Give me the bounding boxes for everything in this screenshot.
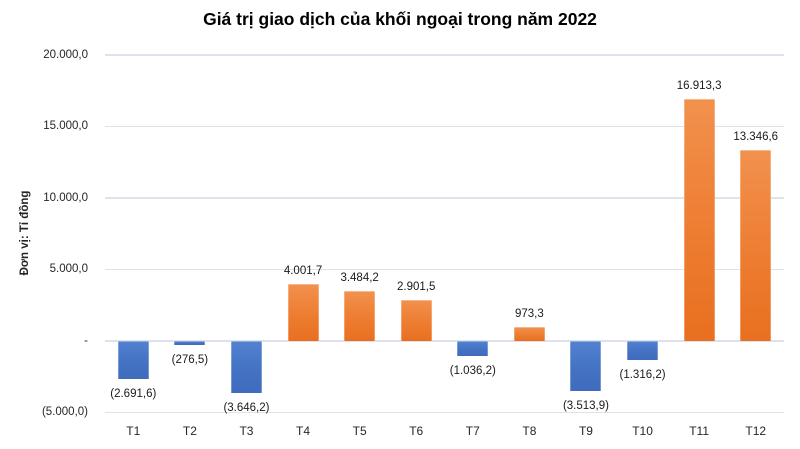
bar-T3 <box>230 341 262 394</box>
bar-T2 <box>174 341 206 345</box>
y-tick-label: 20.000,0 <box>43 48 88 61</box>
gridline <box>105 197 784 199</box>
x-tick-label: T5 <box>352 424 367 438</box>
x-tick-label: T9 <box>578 424 593 438</box>
x-tick-label: T8 <box>522 424 537 438</box>
y-tick-label: 10.000,0 <box>43 191 88 204</box>
bar-value-label: (276,5) <box>171 353 209 366</box>
bar-value-label: (1.036,2) <box>449 364 496 377</box>
bar-T10 <box>627 341 659 360</box>
gridline <box>105 411 784 414</box>
bar-value-label: 4.001,7 <box>283 264 323 277</box>
bar-value-label: (3.513,9) <box>562 400 609 413</box>
x-tick-label: T6 <box>409 424 424 438</box>
x-tick-label: T7 <box>465 424 480 438</box>
gridline <box>105 268 784 271</box>
bar-T4 <box>287 283 319 341</box>
x-tick-label: T4 <box>296 424 311 438</box>
bar-T8 <box>513 327 545 341</box>
gridline <box>105 125 784 128</box>
bar-T12 <box>740 150 772 341</box>
gridline <box>105 340 784 342</box>
bar-T11 <box>683 99 715 341</box>
x-tick-label: T2 <box>182 424 197 438</box>
y-tick-label: 15.000,0 <box>43 120 88 132</box>
bar-value-label: 3.484,2 <box>340 272 379 285</box>
y-tick-label: 5.000,0 <box>49 263 88 275</box>
bar-value-label: 13.346,6 <box>733 131 779 144</box>
x-tick-label: T1 <box>126 424 141 438</box>
bar-value-label: 973,3 <box>514 308 544 321</box>
bar-value-label: (3.646,2) <box>223 402 270 415</box>
bar-T7 <box>457 341 489 356</box>
bar-T1 <box>117 341 149 380</box>
y-tick-label: (5.000,0) <box>41 406 88 418</box>
bar-T6 <box>400 299 432 341</box>
bar-value-label: (2.691,6) <box>110 388 157 401</box>
bar-T5 <box>344 291 376 341</box>
bar-value-label: 16.913,3 <box>676 80 722 93</box>
x-tick-label: T10 <box>632 424 653 438</box>
chart-title: Giá trị giao dịch của khối ngoại trong n… <box>203 9 597 29</box>
bar-value-label: (1.316,2) <box>619 368 666 381</box>
bar-value-label: 2.901,5 <box>397 280 436 293</box>
x-tick-label: T12 <box>745 424 767 438</box>
x-tick-label: T11 <box>689 424 710 438</box>
x-tick-label: T3 <box>239 424 254 438</box>
y-tick-label: - <box>84 334 88 347</box>
gridline <box>105 54 784 56</box>
bar-T9 <box>570 341 602 392</box>
